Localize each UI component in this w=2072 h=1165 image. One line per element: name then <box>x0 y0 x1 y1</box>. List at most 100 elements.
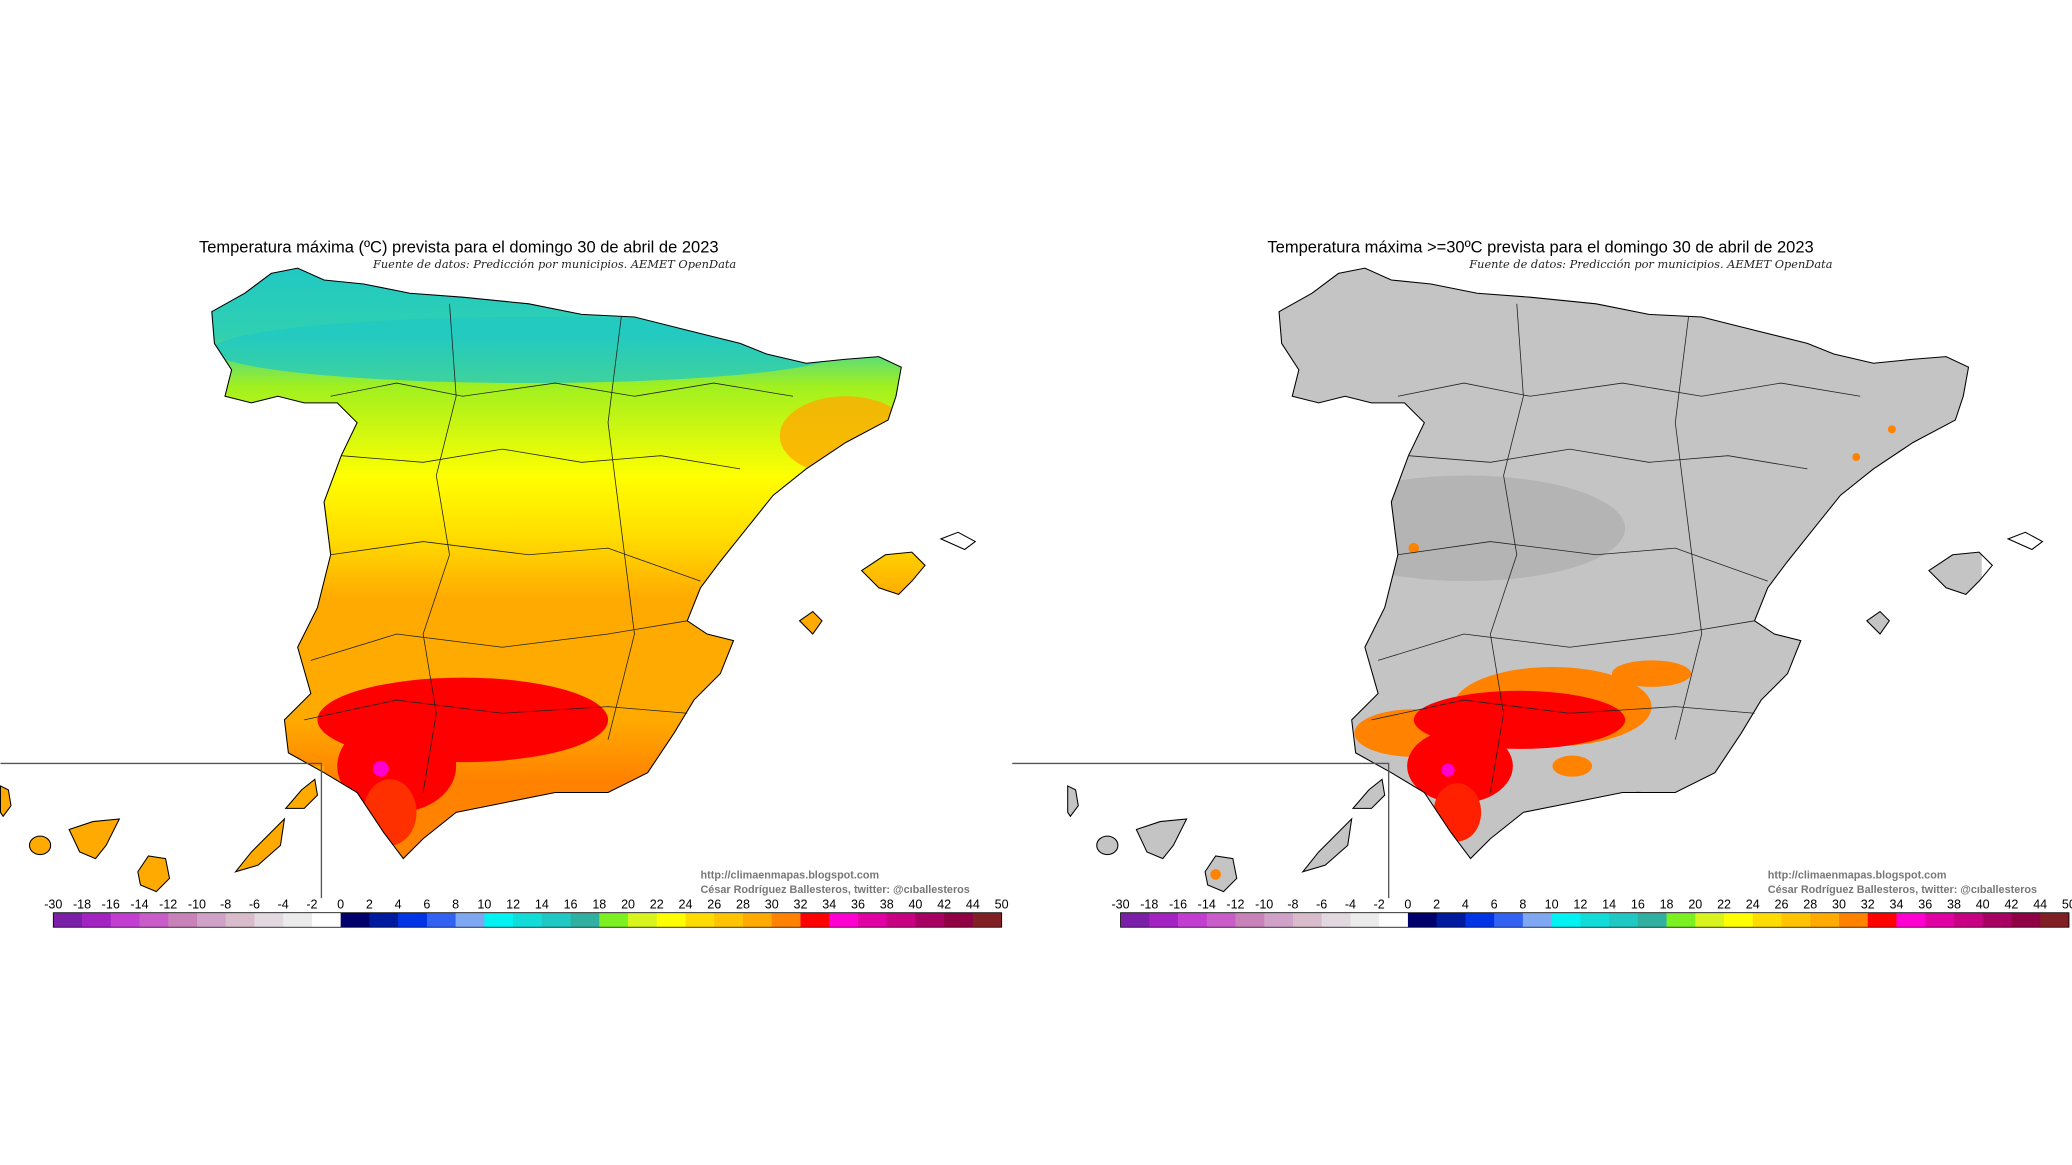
colorbar-tick-label: 36 <box>1918 898 1932 912</box>
colorbar-tick-label: 22 <box>650 898 664 912</box>
colorbar-cell <box>196 912 227 928</box>
colorbar-cell <box>1695 912 1725 928</box>
colorbar-tick-label: -30 <box>44 898 62 912</box>
colorbar-cell <box>1724 912 1754 928</box>
colorbar: -30 -18 -16 -14 -12 -10 -8 -6 -4 -2 0 2 4 6 8 10 12 14 16 1… <box>1111 898 2072 928</box>
colorbar-tick-label: -14 <box>1198 898 1216 912</box>
colorbar-tick-label: -4 <box>1345 898 1356 912</box>
colorbar-cell <box>1379 912 1409 928</box>
colorbar-cell <box>1580 912 1610 928</box>
colorbar-tick-label: 12 <box>506 898 520 912</box>
colorbar-cell <box>1953 912 1984 928</box>
colorbar-tick-label: 26 <box>1775 898 1789 912</box>
colorbar-tick-label: -16 <box>1169 898 1187 912</box>
colorbar-cell <box>426 912 457 928</box>
colorbar-cell <box>455 912 485 928</box>
credit-url: http://climaenmapas.blogspot.com <box>1768 869 1947 881</box>
colorbar-tick-label: 26 <box>707 898 721 912</box>
colorbar-tick-label: -10 <box>188 898 206 912</box>
colorbar-cell <box>1867 912 1897 928</box>
colorbar-tick-label: 34 <box>822 898 836 912</box>
credit-url: http://climaenmapas.blogspot.com <box>701 869 880 881</box>
colorbar-tick-label: 6 <box>423 898 430 912</box>
colorbar-tick-label: 4 <box>395 898 402 912</box>
colorbar-cell <box>1637 912 1667 928</box>
colorbar-tick-label: 24 <box>1746 898 1760 912</box>
colorbar-cell <box>829 912 859 928</box>
colorbar-cell <box>283 912 313 928</box>
colorbar-tick-label: 20 <box>1688 898 1702 912</box>
colorbar-tick-label: 34 <box>1890 898 1904 912</box>
colorbar-cell <box>254 912 284 928</box>
colorbar-cell <box>1781 912 1811 928</box>
colorbar-cell <box>484 912 514 928</box>
colorbar-cell <box>1292 912 1323 928</box>
map-title: Temperatura máxima >=30ºC prevista para … <box>1267 238 1813 256</box>
colorbar-cell <box>656 912 686 928</box>
colorbar-cell <box>340 912 370 928</box>
colorbar-tick-label: -18 <box>1140 898 1158 912</box>
colorbar-tick-label: -6 <box>249 898 260 912</box>
colorbar-tick-label: -18 <box>73 898 91 912</box>
map-subtitle: Fuente de datos: Predicción por municipi… <box>1468 257 1832 271</box>
colorbar-cell <box>1522 912 1553 928</box>
colorbar-tick-label: 44 <box>2033 898 2047 912</box>
colorbar-cell <box>2011 912 2041 928</box>
colorbar-cell <box>1178 912 1208 928</box>
colorbar-cell <box>1494 912 1524 928</box>
panel-full-range: Temperatura máxima (ºC) prevista para el… <box>0 238 1009 928</box>
colorbar-tick-label: -10 <box>1255 898 1273 912</box>
colorbar-tick-label: -12 <box>1226 898 1244 912</box>
threshold-map <box>1067 268 1982 892</box>
colorbar-tick-label: 36 <box>851 898 865 912</box>
colorbar-tick-label: 38 <box>880 898 894 912</box>
colorbar-tick-label: 10 <box>1545 898 1559 912</box>
colorbar-tick-label: -6 <box>1316 898 1327 912</box>
credit-author: César Rodríguez Ballesteros, twitter: @c… <box>1768 884 2037 896</box>
colorbar-tick-label: 40 <box>908 898 922 912</box>
colorbar-tick-label: 12 <box>1573 898 1587 912</box>
colorbar-cell <box>1896 912 1926 928</box>
temperature-map <box>0 268 926 892</box>
colorbar-cell <box>1407 912 1438 928</box>
colorbar-cell <box>800 912 830 928</box>
colorbar-cell <box>714 912 744 928</box>
colorbar-tick-label: 18 <box>592 898 606 912</box>
colorbar-tick-label: 28 <box>1803 898 1817 912</box>
colorbar-cell <box>857 912 888 928</box>
colorbar-cell <box>1551 912 1581 928</box>
colorbar-cell <box>1925 912 1955 928</box>
colorbar-cell <box>743 912 773 928</box>
canary-inset-frame <box>1012 762 1390 899</box>
province-borders <box>304 303 794 793</box>
colorbar-tick-label: -8 <box>220 898 231 912</box>
colorbar-cell <box>599 912 629 928</box>
colorbar-tick-label: -16 <box>102 898 120 912</box>
credit-author: César Rodríguez Ballesteros, twitter: @c… <box>701 884 970 896</box>
colorbar-cell <box>1235 912 1265 928</box>
colorbar-tick-label: -2 <box>306 898 317 912</box>
colorbar-cell <box>972 912 1003 928</box>
colorbar-tick-label: 2 <box>1433 898 1440 912</box>
colorbar-cell <box>513 912 543 928</box>
colorbar-cell <box>628 912 658 928</box>
colorbar-tick-label: 0 <box>337 898 344 912</box>
colorbar-tick-label: 20 <box>621 898 635 912</box>
colorbar-tick-label: -2 <box>1374 898 1385 912</box>
colorbar-cell <box>311 912 342 928</box>
colorbar-tick-label: 30 <box>1832 898 1846 912</box>
colorbar-tick-label: -14 <box>130 898 148 912</box>
colorbar-cell <box>1120 912 1150 928</box>
colorbar-cell <box>1350 912 1380 928</box>
colorbar-tick-label: 50 <box>995 898 1009 912</box>
colorbar-cell <box>685 912 715 928</box>
colorbar-tick-label: 10 <box>477 898 491 912</box>
colorbar-tick-label: 24 <box>679 898 693 912</box>
colorbar-tick-label: 28 <box>736 898 750 912</box>
colorbar-cell <box>369 912 399 928</box>
colorbar-tick-label: 8 <box>1519 898 1526 912</box>
canary-inset-frame <box>0 762 323 899</box>
colorbar-cell <box>82 912 112 928</box>
map-title: Temperatura máxima (ºC) prevista para el… <box>199 238 719 256</box>
